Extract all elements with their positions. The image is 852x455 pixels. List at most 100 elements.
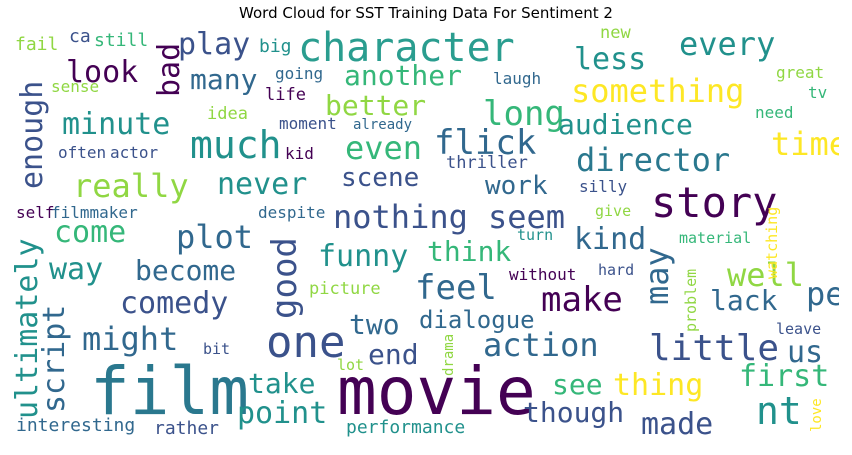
word-well: well [727,256,805,294]
word-little: little [649,328,780,369]
word-story: story [651,178,778,227]
word-filmmaker: filmmaker [51,203,138,222]
word-movie: movie [337,353,536,430]
word-good: good [265,237,305,319]
word-great: great [776,63,825,82]
word-drama: drama [441,333,457,376]
word-ca: ca [69,26,91,47]
word-something: something [571,72,745,110]
word-life: life [265,85,306,105]
word-better: better [325,89,427,122]
word-sense: sense [51,77,100,96]
word-material: material [679,229,752,247]
word-may: may [638,247,676,305]
word-actor: actor [110,143,159,162]
word-every: every [679,25,776,63]
word-bit: bit [203,340,231,358]
word-lot: lot [337,356,365,374]
word-watching: watching [763,206,781,279]
word-picture: picture [309,279,381,299]
word-often: often [58,143,107,162]
word-long: long [483,94,565,134]
word-plot: plot [176,218,254,256]
word-might: might [82,320,179,358]
word-laugh: laugh [493,69,542,88]
word-without: without [509,265,577,284]
word-idea: idea [207,104,248,124]
word-love: love [809,398,825,432]
word-play: play [178,27,251,62]
word-enough: enough [15,80,50,189]
word-script: script [37,304,72,413]
word-people: people [806,275,839,313]
word-dialogue: dialogue [419,306,535,334]
word-become: become [135,254,237,287]
word-despite: despite [258,203,326,222]
word-cloud: film movie character story one much make… [13,25,839,449]
word-moment: moment [279,114,337,133]
word-funny: funny [318,239,409,274]
word-character: character [298,25,515,71]
word-think: think [427,235,512,268]
word-fail: fail [15,34,59,55]
word-look: look [66,55,139,90]
word-silly: silly [579,177,628,196]
word-hard: hard [598,261,635,279]
word-many: many [190,63,258,96]
word-kid: kid [285,144,314,163]
word-audience: audience [558,108,693,141]
word-never: never [217,167,308,202]
word-much: much [190,123,282,167]
word-work: work [485,171,548,201]
word-need: need [755,103,794,122]
word-though: though [523,396,625,429]
word-action: action [483,326,599,364]
word-leave: leave [776,320,822,338]
word-performance: performance [346,417,466,438]
word-already: already [353,117,413,133]
word-come: come [54,215,127,250]
word-thriller: thriller [446,153,528,173]
word-even: even [345,129,423,167]
word-lack: lack [710,284,778,317]
word-make: make [541,280,623,320]
word-scene: scene [341,163,420,193]
word-still: still [94,30,149,51]
word-way: way [49,252,104,287]
word-director: director [576,141,731,179]
word-interesting: interesting [16,415,136,436]
word-one: one [266,317,346,368]
word-thing: thing [613,368,704,403]
word-nt: nt [756,389,802,433]
word-comedy: comedy [120,286,229,321]
word-two: two [349,308,400,341]
word-see: see [552,368,603,401]
word-problem: problem [682,268,700,332]
word-minute: minute [62,107,171,142]
chart-title: Word Cloud for SST Training Data For Sen… [239,4,613,22]
word-feel: feel [415,268,497,308]
word-turn: turn [517,226,554,244]
word-rather: rather [154,418,220,439]
word-point: point [237,396,328,431]
word-time: time [771,125,839,163]
word-end: end [368,338,419,371]
word-us: us [787,335,824,370]
word-less: less [574,42,647,77]
word-made: made [641,407,714,442]
word-nothing: nothing [333,198,468,236]
word-tv: tv [808,83,828,102]
word-give: give [595,202,632,220]
word-new: new [600,25,631,43]
word-bad: bad [152,42,187,97]
word-big: big [259,36,292,57]
word-going: going [275,64,324,83]
word-film: film [90,353,249,430]
word-kind: kind [574,222,647,257]
word-take: take [248,367,316,400]
word-first: first [739,359,830,394]
word-flick: flick [434,123,537,163]
word-seem: seem [488,198,566,236]
word-really: really [73,167,189,205]
word-self: self [16,203,55,222]
